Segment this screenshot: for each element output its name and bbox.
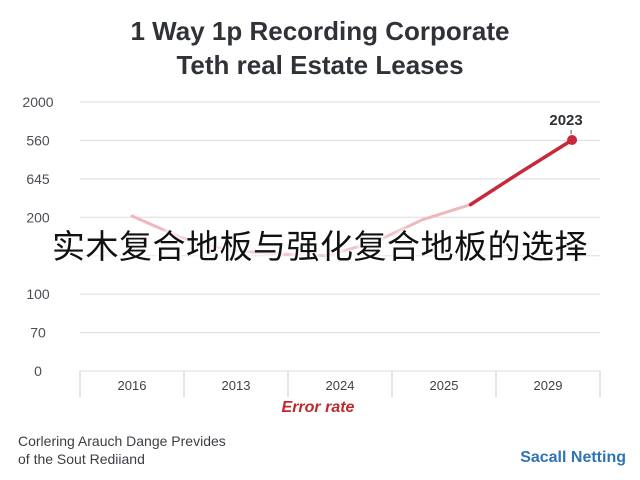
chart-title: 1 Way 1p Recording Corporate Teth real E… [0,14,640,82]
series-line [468,138,574,207]
x-tick-label: 2029 [534,378,563,393]
x-tick-label: 2016 [118,378,147,393]
y-tick-label: 560 [26,132,50,148]
y-tick-label: 0 [34,363,42,379]
overlay-caption: 实木复合地板与强化复合地板的选择 [52,227,588,266]
brand-logo-text: Sacall Netting [520,449,626,466]
x-axis-label: Error rate [282,399,355,416]
y-tick-label: 70 [30,325,46,341]
footnote-line-1: Corlering Arauch Dange Prevides [18,433,226,449]
chart-title-line-2: Teth real Estate Leases [176,50,464,80]
series-line-faded [130,203,472,258]
annotation-label: 2023 [549,112,582,129]
footnote-line-2: of the Sout Rediiand [18,451,145,467]
y-tick-label: 200 [26,209,50,225]
y-tick-label: 645 [26,171,50,187]
x-tick-label: 2025 [430,378,459,393]
chart-title-line-1: 1 Way 1p Recording Corporate [130,16,510,46]
x-tick-label: 2013 [222,378,251,393]
data-point-end [567,135,578,145]
footnote: Corlering Arauch Dange Prevides of the S… [18,432,226,468]
y-tick-label: 100 [26,286,50,302]
x-tick-label: 2024 [326,378,355,393]
y-tick-label: 2000 [22,94,53,110]
